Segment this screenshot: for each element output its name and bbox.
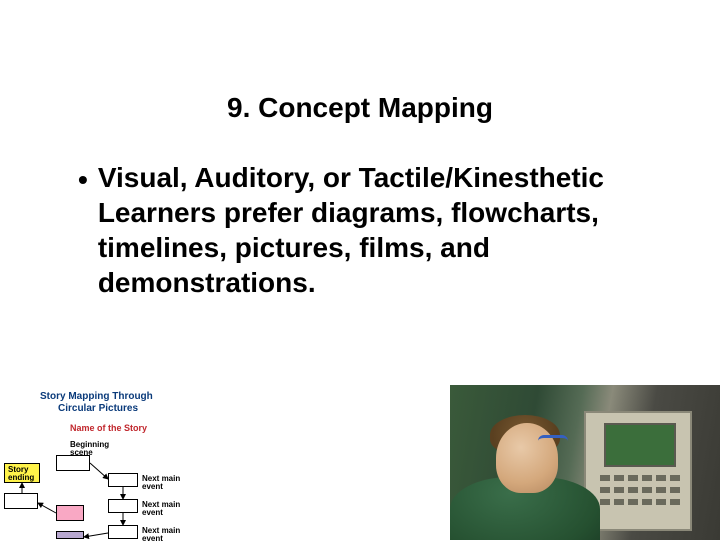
story-map-box bbox=[56, 531, 84, 539]
machine-screen bbox=[604, 423, 676, 467]
story-map-title-1: Story Mapping Through bbox=[40, 391, 153, 402]
bullet-dot: • bbox=[78, 162, 88, 197]
story-map-box-label: Storyending bbox=[8, 466, 34, 482]
demonstration-photo bbox=[450, 385, 720, 540]
story-map-box bbox=[56, 505, 84, 521]
story-map-box bbox=[108, 499, 138, 513]
story-map-label: Next mainevent bbox=[142, 475, 180, 491]
story-map-title-2: Circular Pictures bbox=[58, 403, 138, 414]
slide-title: 9. Concept Mapping bbox=[0, 0, 720, 124]
story-map-box bbox=[108, 473, 138, 487]
story-map-label: Next mainevent bbox=[142, 527, 180, 543]
bullet-item: • Visual, Auditory, or Tactile/Kinesthet… bbox=[78, 160, 680, 300]
button-row bbox=[600, 475, 680, 481]
story-map-box bbox=[108, 525, 138, 539]
story-map-name: Name of the Story bbox=[70, 423, 147, 433]
bullet-list: • Visual, Auditory, or Tactile/Kinesthet… bbox=[0, 160, 720, 300]
story-map-box bbox=[4, 493, 38, 509]
bullet-text: Visual, Auditory, or Tactile/Kinesthetic… bbox=[98, 160, 680, 300]
images-row: Story Mapping Through Circular Pictures … bbox=[0, 385, 720, 540]
story-map-label: Next mainevent bbox=[142, 501, 180, 517]
story-map-diagram: Story Mapping Through Circular Pictures … bbox=[0, 385, 255, 540]
button-row bbox=[600, 499, 680, 505]
safety-goggles bbox=[538, 435, 568, 449]
story-map-box bbox=[56, 455, 90, 471]
button-row bbox=[600, 487, 680, 493]
machine-panel bbox=[584, 411, 692, 531]
person-head bbox=[496, 423, 558, 493]
